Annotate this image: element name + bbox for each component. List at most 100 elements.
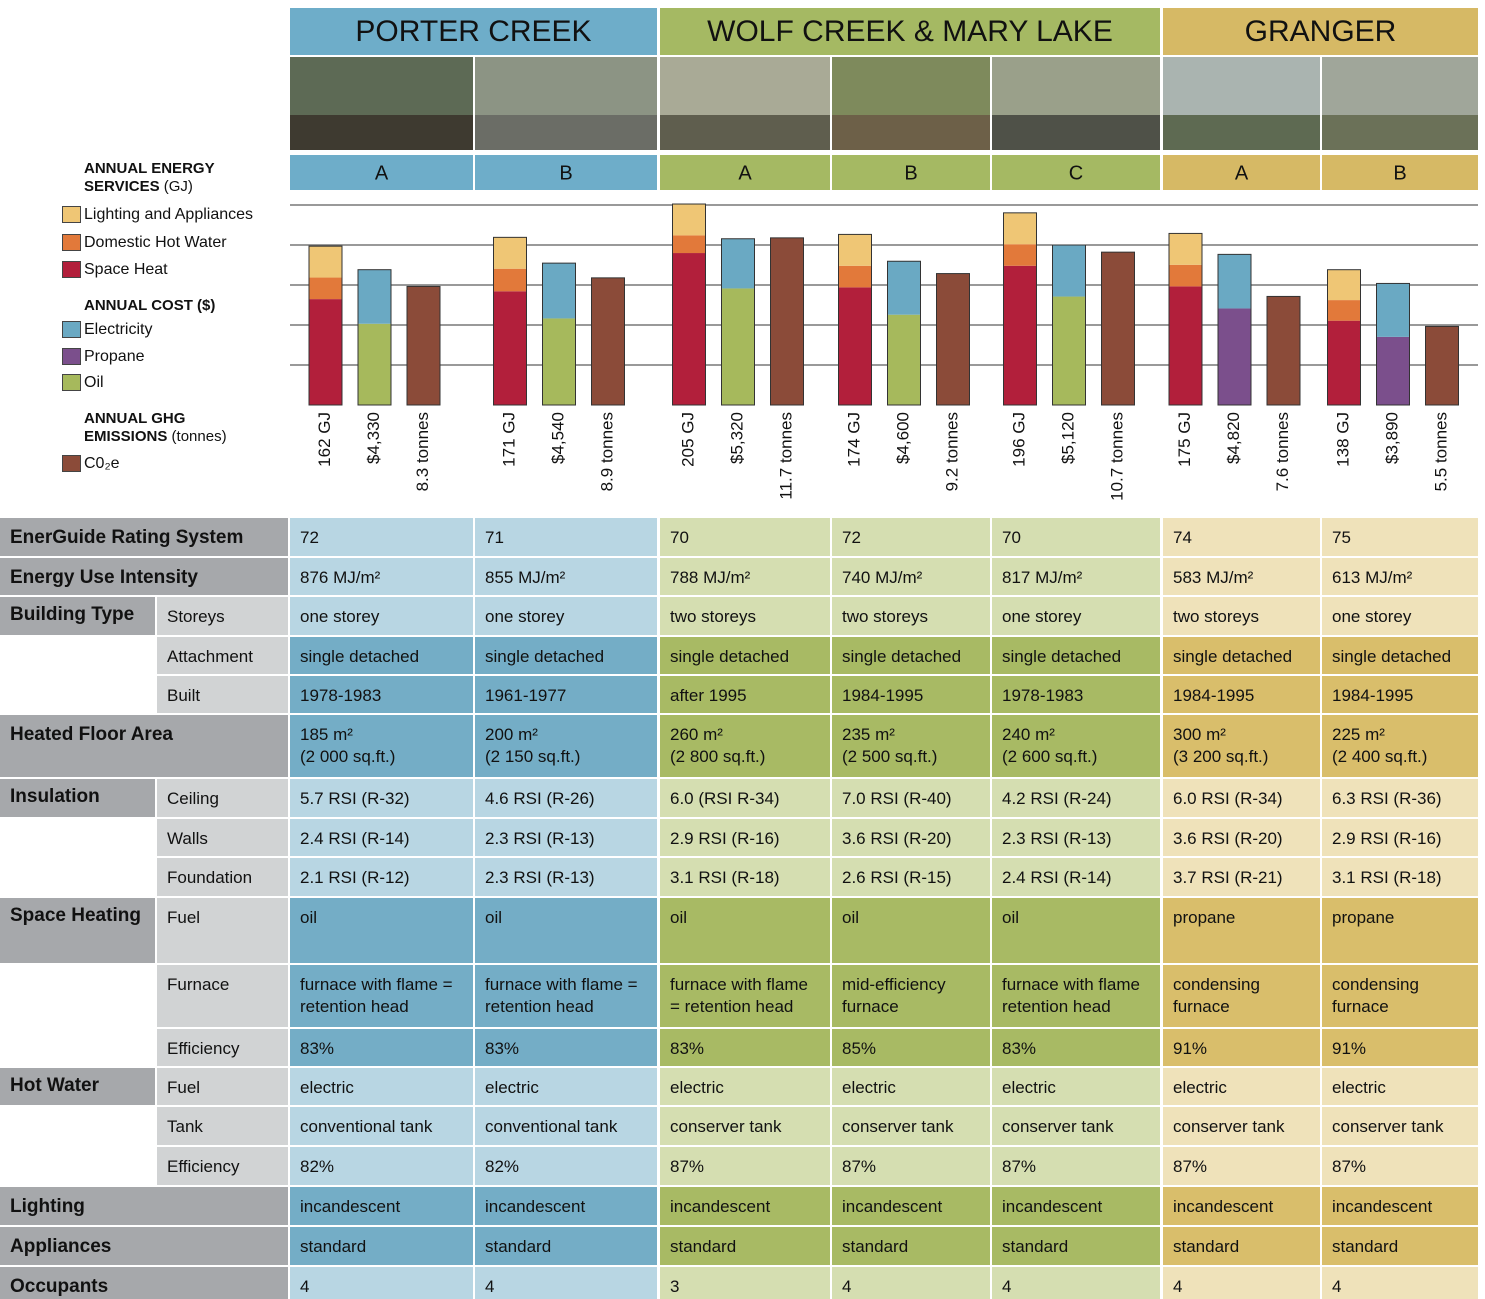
row-label: Heated Floor Area: [0, 715, 288, 777]
table-cell: electric: [475, 1068, 657, 1105]
house-photo-ground: [660, 115, 830, 150]
table-cell: furnace with flame = retention head: [660, 965, 830, 1027]
legend-swatch: [62, 234, 81, 251]
table-cell: 3.6 RSI (R-20): [1163, 819, 1320, 856]
house-photo-ground: [992, 115, 1160, 150]
row-label: Lighting: [0, 1187, 288, 1225]
table-cell: 87%: [660, 1147, 830, 1185]
bar-segment: [722, 288, 755, 405]
value-label: 7.6 tonnes: [1273, 412, 1292, 491]
table-cell: 3.1 RSI (R-18): [660, 858, 830, 896]
table-cell: 72: [832, 518, 990, 556]
table-cell: 2.3 RSI (R-13): [475, 819, 657, 856]
table-cell: two storeys: [1163, 597, 1320, 635]
table-cell: standard: [1322, 1227, 1478, 1265]
bar: [592, 278, 625, 405]
table-cell: 6.0 RSI (R-34): [1163, 779, 1320, 817]
table-cell: 876 MJ/m²: [290, 558, 473, 595]
table-cell: 83%: [992, 1029, 1160, 1066]
legend-swatch: [62, 455, 81, 472]
value-label: 8.3 tonnes: [413, 412, 432, 491]
table-cell: 71: [475, 518, 657, 556]
row-label: Building Type: [0, 597, 155, 635]
table-cell: 583 MJ/m²: [1163, 558, 1320, 595]
bar-segment: [1377, 283, 1410, 336]
value-label: $5,120: [1058, 412, 1077, 464]
legend-swatch: [62, 321, 81, 338]
table-cell: propane: [1322, 898, 1478, 963]
table-cell: 3.7 RSI (R-21): [1163, 858, 1320, 896]
legend-title-text: ANNUAL GHG EMISSIONS: [84, 410, 185, 445]
table-cell: 1978-1983: [290, 676, 473, 713]
table-cell: single detached: [1322, 637, 1478, 674]
table-cell: oil: [290, 898, 473, 963]
table-cell: conventional tank: [290, 1107, 473, 1145]
bar-segment: [309, 299, 342, 405]
table-cell: 300 m² (3 200 sq.ft.): [1163, 715, 1320, 777]
table-cell: conserver tank: [832, 1107, 990, 1145]
table-cell: after 1995: [660, 676, 830, 713]
table-cell: 70: [992, 518, 1160, 556]
row-sublabel: Storeys: [157, 597, 288, 635]
table-cell: 2.3 RSI (R-13): [475, 858, 657, 896]
legend-title: ANNUAL ENERGY SERVICES (GJ): [84, 160, 259, 196]
table-cell: standard: [992, 1227, 1160, 1265]
table-cell: 225 m² (2 400 sq.ft.): [1322, 715, 1478, 777]
neighbourhood-title: PORTER CREEK: [355, 15, 591, 48]
value-label: $4,330: [364, 412, 383, 464]
value-label: 162 GJ: [315, 412, 334, 467]
table-cell: conserver tank: [1322, 1107, 1478, 1145]
table-cell: electric: [992, 1068, 1160, 1105]
table-cell: 74: [1163, 518, 1320, 556]
table-cell: incandescent: [475, 1187, 657, 1225]
bar-segment: [1218, 254, 1251, 308]
table-cell: 91%: [1163, 1029, 1320, 1066]
house-label: C: [1069, 162, 1083, 184]
table-cell: condensing furnace: [1163, 965, 1320, 1027]
row-sublabel: Tank: [157, 1107, 288, 1145]
value-label: 174 GJ: [844, 412, 863, 467]
table-cell: 87%: [1163, 1147, 1320, 1185]
table-cell: oil: [660, 898, 830, 963]
table-cell: 85%: [832, 1029, 990, 1066]
value-label: 175 GJ: [1175, 412, 1194, 467]
table-cell: 740 MJ/m²: [832, 558, 990, 595]
table-cell: 260 m² (2 800 sq.ft.): [660, 715, 830, 777]
table-cell: single detached: [290, 637, 473, 674]
legend-title-text: ANNUAL COST ($): [84, 297, 215, 314]
table-cell: 75: [1322, 518, 1478, 556]
table-cell: incandescent: [660, 1187, 830, 1225]
table-cell: 3: [660, 1267, 830, 1299]
value-label: 171 GJ: [499, 412, 518, 467]
bar-segment: [1169, 233, 1202, 264]
table-cell: 6.0 (RSI R-34): [660, 779, 830, 817]
row-sublabel: Ceiling: [157, 779, 288, 817]
table-cell: 2.1 RSI (R-12): [290, 858, 473, 896]
legend-swatch: [62, 261, 81, 278]
legend-label: Electricity: [84, 321, 152, 339]
row-sublabel: Walls: [157, 819, 288, 856]
house-label: A: [738, 162, 752, 184]
value-label: 196 GJ: [1009, 412, 1028, 467]
bar-segment: [839, 287, 872, 405]
table-cell: 87%: [1322, 1147, 1478, 1185]
table-cell: 83%: [660, 1029, 830, 1066]
bar-segment: [673, 253, 706, 405]
value-label: 138 GJ: [1333, 412, 1352, 467]
table-cell: conserver tank: [660, 1107, 830, 1145]
table-cell: furnace with flame = retention head: [290, 965, 473, 1027]
table-cell: 4: [290, 1267, 473, 1299]
table-cell: 82%: [290, 1147, 473, 1185]
house-photo-ground: [1322, 115, 1478, 150]
table-cell: incandescent: [832, 1187, 990, 1225]
table-cell: 4: [832, 1267, 990, 1299]
row-label: Hot Water: [0, 1068, 155, 1105]
legend-label: Domestic Hot Water: [84, 234, 227, 252]
table-cell: conventional tank: [475, 1107, 657, 1145]
value-label: 11.7 tonnes: [776, 412, 795, 500]
table-cell: 1984-1995: [1322, 676, 1478, 713]
table-cell: 1984-1995: [1163, 676, 1320, 713]
bar: [1267, 296, 1300, 405]
house-label: B: [559, 162, 572, 184]
value-label: $3,890: [1382, 412, 1401, 464]
